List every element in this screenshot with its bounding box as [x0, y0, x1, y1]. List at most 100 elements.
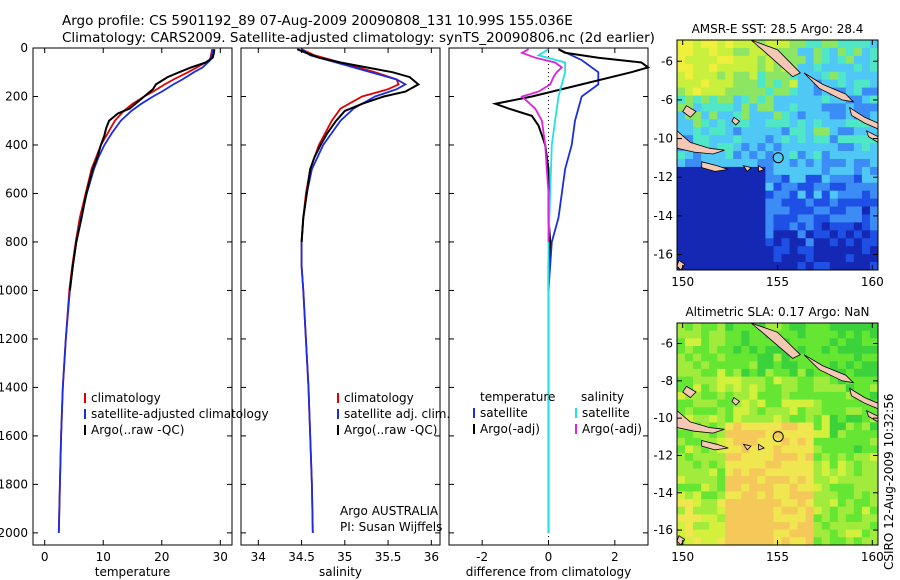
- map-cell: [821, 460, 831, 469]
- map-cell: [717, 353, 726, 362]
- map-cell: [757, 166, 766, 176]
- map-cell: [853, 103, 863, 112]
- map-cell: [805, 47, 815, 57]
- map-cell: [869, 55, 879, 65]
- map-cell: [813, 537, 823, 546]
- map-cell: [693, 166, 702, 176]
- map-cell: [685, 483, 694, 492]
- map-cell: [805, 262, 815, 271]
- map-cell: [797, 399, 807, 408]
- map-cell: [797, 262, 807, 271]
- map-cell: [725, 522, 734, 531]
- map-cell: [853, 127, 863, 136]
- map-cell: [869, 445, 879, 454]
- map-cell: [797, 491, 807, 500]
- map-cell: [741, 414, 750, 423]
- map-cell: [701, 399, 710, 408]
- map-cell: [853, 506, 863, 515]
- map-cell: [733, 143, 742, 152]
- map-cell: [845, 468, 855, 477]
- map-cell: [853, 361, 863, 370]
- map-cell: [853, 79, 863, 88]
- map-cell: [701, 151, 710, 160]
- profile-panel-salinity: 34 34.5 35 35.5 36 salinity: [240, 47, 441, 579]
- map-cell: [749, 323, 758, 332]
- map-cell: [693, 206, 702, 215]
- map-cell: [829, 63, 839, 73]
- map-cell: [693, 506, 702, 515]
- map-cell: [717, 445, 726, 454]
- map-cell: [733, 522, 742, 531]
- map-cell: [789, 483, 798, 492]
- map-cell: [821, 230, 831, 239]
- map-cell: [797, 246, 807, 255]
- map-cell: [845, 47, 855, 57]
- map-cell: [853, 422, 863, 431]
- map-cell: [829, 190, 839, 200]
- map-cell: [749, 135, 758, 144]
- map-cell: [765, 103, 774, 112]
- map-cell: [813, 246, 823, 255]
- map-cell: [733, 55, 742, 65]
- map-cell: [821, 430, 831, 439]
- legend-title-temperature: temperature: [480, 390, 555, 404]
- map-cell: [725, 529, 734, 538]
- map-cell: [741, 430, 750, 439]
- map-cell: [709, 476, 718, 485]
- map-cell: [805, 338, 815, 347]
- map-cell: [725, 407, 734, 416]
- map-cell: [725, 506, 734, 515]
- map-cell: [869, 63, 879, 73]
- map-cell: [709, 399, 718, 408]
- map-cell: [693, 376, 702, 385]
- map-cell: [789, 135, 798, 144]
- map-cell: [725, 174, 734, 184]
- map-cell: [861, 384, 871, 393]
- map-cell: [709, 143, 718, 152]
- map-cell: [837, 437, 847, 446]
- map-cell: [805, 437, 815, 446]
- map-cell: [733, 166, 742, 176]
- y-tick-label: -12: [653, 448, 673, 462]
- map-cell: [757, 182, 766, 192]
- map-cell: [765, 445, 774, 454]
- map-cell: [813, 445, 823, 454]
- map-cell: [757, 246, 766, 255]
- map-cell: [733, 135, 742, 144]
- map-cell: [741, 476, 750, 485]
- map-cell: [781, 437, 790, 446]
- map-cell: [677, 214, 686, 223]
- map-cell: [725, 95, 734, 104]
- map-cell: [693, 135, 702, 144]
- map-cell: [781, 119, 790, 128]
- map-cell: [869, 166, 879, 176]
- map-cell: [701, 361, 710, 370]
- map-cell: [789, 445, 798, 454]
- map-cell: [765, 491, 774, 500]
- map-cell: [789, 491, 798, 500]
- map-cell: [725, 491, 734, 500]
- map-cell: [765, 206, 774, 215]
- map-cell: [741, 151, 750, 160]
- map-cell: [773, 254, 782, 263]
- map-cell: [685, 63, 694, 73]
- map-cell: [709, 79, 718, 88]
- map-cell: [725, 79, 734, 88]
- map-cell: [797, 135, 807, 144]
- map-cell: [869, 222, 879, 231]
- map-cell: [725, 430, 734, 439]
- map-cell: [709, 103, 718, 112]
- map-cell: [813, 422, 823, 431]
- map-cell: [773, 529, 782, 538]
- map-cell: [765, 143, 774, 152]
- map-cell: [757, 368, 766, 377]
- map-cell: [869, 330, 879, 339]
- map-cell: [789, 119, 798, 128]
- map-cell: [853, 483, 863, 492]
- map-cell: [805, 499, 815, 508]
- map-cell: [765, 127, 774, 136]
- map-cell: [693, 468, 702, 477]
- map-cell: [717, 47, 726, 57]
- map-cell: [853, 468, 863, 477]
- map-cell: [805, 246, 815, 255]
